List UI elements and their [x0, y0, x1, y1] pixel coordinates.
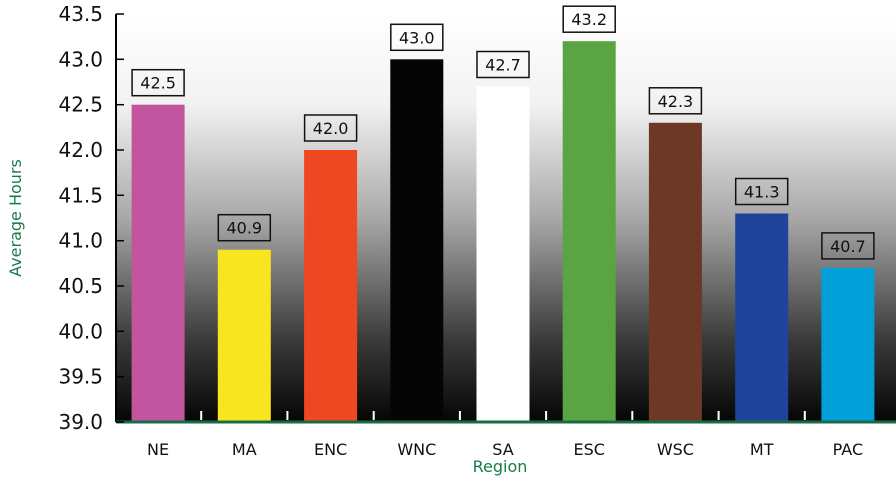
x-axis-ticks: NE MA ENC WNC SA ESC WSC MT PAC	[147, 440, 863, 459]
bar-pac	[821, 267, 875, 422]
data-label-box	[217, 213, 272, 242]
data-label-box	[562, 5, 616, 33]
data-label-box	[648, 87, 703, 115]
x-tick-label: ENC	[314, 440, 347, 459]
y-tick-label: 39.5	[58, 365, 103, 389]
data-label-box	[303, 114, 358, 142]
y-tick-label: 41.0	[58, 229, 103, 253]
data-label-box	[390, 23, 444, 52]
data-labels: 42.5 40.9 42.0 43.0 42.7 43.2 42.3 41.3 40.7	[131, 5, 875, 260]
y-tick-label: 41.5	[58, 183, 103, 207]
x-tick-label: PAC	[833, 440, 863, 459]
x-tick-label: NE	[147, 440, 169, 459]
y-axis-title: Average Hours	[6, 159, 25, 277]
x-axis-title: Region	[473, 457, 528, 476]
x-axis-tick-marks	[200, 411, 806, 420]
x-tick-label: ESC	[573, 440, 604, 459]
bar-sa	[476, 86, 530, 422]
data-label-box	[821, 232, 875, 260]
y-tick-label: 43.0	[58, 47, 103, 71]
y-axis-ticks: 39.0 39.5 40.0 40.5 41.0 41.5 42.0 42.5 43.0 43.5	[58, 2, 124, 434]
data-label: 42.3	[658, 92, 694, 111]
x-tick-label: WSC	[657, 440, 694, 459]
bar-wnc	[390, 59, 444, 423]
bar-ma	[217, 249, 271, 422]
data-label: 43.2	[571, 10, 607, 29]
bar-enc	[304, 150, 358, 422]
data-label: 41.3	[744, 183, 780, 202]
data-label: 40.9	[226, 219, 262, 238]
data-label-box	[131, 68, 185, 97]
data-label-box	[476, 50, 530, 79]
data-label: 42.5	[140, 74, 176, 93]
bar-wsc	[648, 122, 702, 423]
y-tick-label: 40.5	[58, 274, 103, 298]
data-label-box	[734, 177, 789, 206]
data-label: 40.7	[830, 237, 866, 256]
bar-esc	[562, 41, 616, 422]
x-tick-label: MA	[232, 440, 257, 459]
x-tick-label: SA	[492, 440, 513, 459]
data-label: 43.0	[399, 28, 435, 47]
y-tick-label: 43.5	[58, 2, 103, 26]
y-tick-label: 39.0	[58, 410, 103, 434]
x-tick-label: MT	[750, 440, 774, 459]
y-tick-label: 42.5	[58, 93, 103, 117]
data-label: 42.7	[485, 56, 521, 75]
bar-mt	[735, 213, 789, 422]
data-label: 42.0	[313, 119, 349, 138]
bar-ne	[131, 104, 185, 422]
x-tick-label: WNC	[397, 440, 436, 459]
y-tick-label: 40.0	[58, 319, 103, 343]
bars	[131, 41, 875, 423]
y-tick-label: 42.0	[58, 138, 103, 162]
